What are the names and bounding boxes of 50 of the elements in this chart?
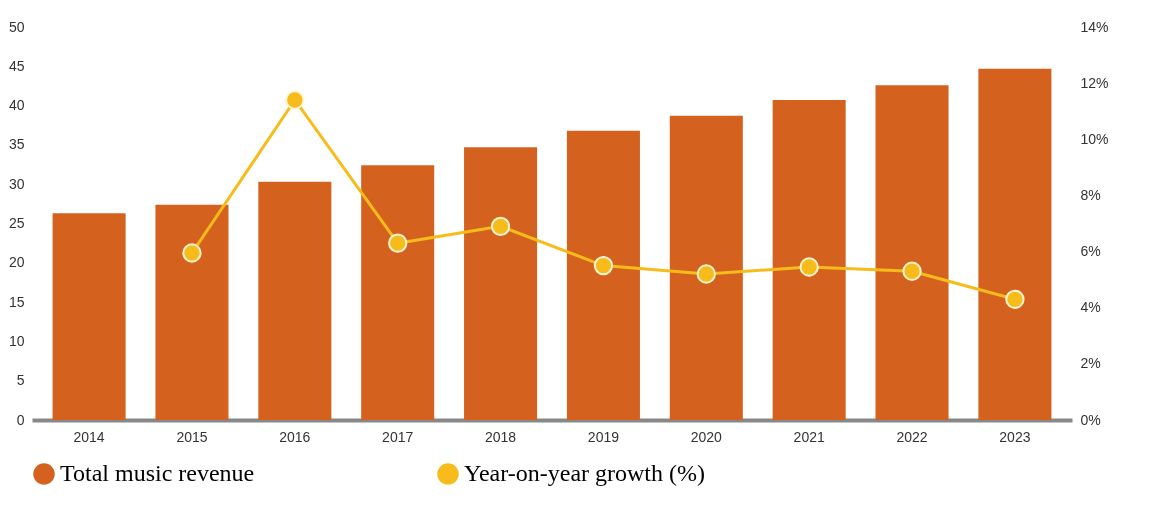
y2-tick-label: 4%	[1080, 299, 1101, 316]
point	[593, 255, 614, 276]
point	[799, 257, 819, 277]
point	[182, 243, 202, 263]
y-tick-label: 10	[8, 332, 25, 349]
point	[1005, 289, 1025, 309]
bar	[669, 115, 743, 420]
bar	[772, 100, 846, 420]
y2-tick-label: 0%	[1080, 411, 1101, 428]
legend-label: Year-on-year growth (%)	[464, 460, 705, 486]
bar	[361, 165, 435, 420]
y-tick-label: 40	[8, 97, 25, 114]
y2-tick-label: 8%	[1080, 186, 1101, 203]
y-tick-label: 45	[8, 57, 25, 74]
point	[490, 216, 511, 236]
bar	[155, 204, 229, 420]
x-tick-label: 2021	[793, 428, 825, 445]
y-tick-label: 0	[16, 411, 25, 428]
y-tick-label: 50	[8, 18, 25, 35]
x-tick-label: 2018	[484, 428, 517, 445]
y-tick-label: 35	[8, 136, 25, 153]
y2-tick-label: 14%	[1080, 18, 1109, 35]
x-tick-label: 2014	[73, 428, 105, 445]
y2-tick-label: 2%	[1080, 355, 1101, 372]
x-tick-label: 2020	[690, 428, 723, 445]
point	[285, 90, 305, 110]
bar	[978, 68, 1052, 420]
point	[902, 261, 922, 281]
y-tick-label: 15	[8, 293, 25, 310]
x-tick-label: 2017	[382, 428, 414, 445]
point	[388, 233, 408, 253]
bar	[52, 213, 126, 420]
point	[696, 264, 716, 284]
y-tick-label: 30	[8, 175, 25, 192]
y-tick-label: 20	[8, 254, 25, 271]
bar	[464, 147, 538, 420]
bar	[258, 181, 332, 420]
y2-tick-label: 12%	[1080, 74, 1109, 91]
legend-label: Total music revenue	[60, 460, 255, 486]
bar	[566, 130, 640, 420]
y2-tick-label: 6%	[1080, 243, 1101, 260]
bar	[875, 85, 949, 420]
x-tick-label: 2022	[896, 428, 928, 445]
x-tick-label: 2015	[176, 428, 208, 445]
y-tick-label: 5	[16, 372, 25, 389]
y-tick-label: 25	[8, 215, 25, 231]
x-tick-label: 2019	[587, 428, 620, 445]
y2-tick-label: 10%	[1080, 130, 1109, 147]
x-tick-label: 2016	[279, 428, 311, 445]
x-tick-label: 2023	[999, 428, 1031, 445]
